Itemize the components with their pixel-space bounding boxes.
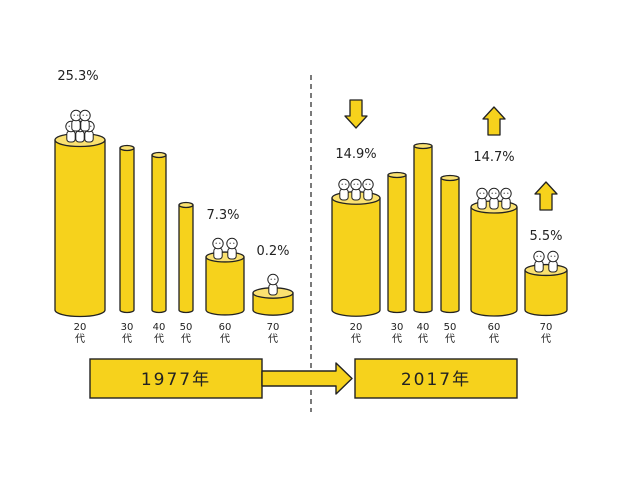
people-figure-icon xyxy=(212,237,224,260)
people-figure-icon xyxy=(226,237,238,260)
people-figure-icon xyxy=(362,178,374,201)
people-figure-icon xyxy=(533,250,545,273)
right-arrow-icon xyxy=(261,362,353,395)
people-figure-icon xyxy=(476,187,488,210)
value-label: 0.2% xyxy=(256,244,289,259)
category-label: 60 代 xyxy=(219,322,232,345)
category-label: 40 代 xyxy=(153,322,166,345)
category-label: 50 代 xyxy=(180,322,193,345)
value-label: 14.7% xyxy=(473,150,514,165)
year-banner-2017: 2017年 xyxy=(354,358,518,399)
year-banner-1977: 1977年 xyxy=(89,358,263,399)
chart-2017: 14.9% 20 代 30 代 40 代 50 代 14.7% 60 代 5.5% 70 代 xyxy=(331,99,568,345)
value-label: 14.9% xyxy=(335,147,376,162)
category-label: 20 代 xyxy=(74,322,87,345)
bar-1 xyxy=(119,144,135,314)
bar-5 xyxy=(524,263,568,317)
people-figure-icon xyxy=(267,273,279,296)
people-figure-icon xyxy=(350,178,362,201)
people-figure-icon xyxy=(338,178,350,201)
people-figure-icon xyxy=(70,109,82,132)
category-label: 50 代 xyxy=(444,322,457,345)
year-label-1977: 1977年 xyxy=(141,370,211,390)
people-figure-icon xyxy=(488,187,500,210)
value-label: 25.3% xyxy=(57,69,98,84)
people-figure-icon xyxy=(79,109,91,132)
value-label: 5.5% xyxy=(529,229,562,244)
people-figure-icon xyxy=(500,187,512,210)
category-label: 40 代 xyxy=(417,322,430,345)
category-label: 70 代 xyxy=(540,322,553,345)
bar-3 xyxy=(178,201,194,314)
bar-4 xyxy=(470,200,518,317)
year-label-2017: 2017年 xyxy=(401,370,471,390)
up-arrow-icon xyxy=(534,181,558,211)
value-label: 7.3% xyxy=(206,208,239,223)
bar-1 xyxy=(387,171,407,314)
bar-4 xyxy=(205,251,245,316)
category-label: 20 代 xyxy=(350,322,363,345)
bar-0 xyxy=(54,132,106,318)
bar-2 xyxy=(151,151,167,314)
up-arrow-icon xyxy=(482,106,506,136)
category-label: 30 代 xyxy=(121,322,134,345)
down-arrow-icon xyxy=(344,99,368,129)
bar-3 xyxy=(440,174,460,314)
category-label: 30 代 xyxy=(391,322,404,345)
people-figure-icon xyxy=(547,250,559,273)
category-label: 70 代 xyxy=(267,322,280,345)
chart-1977: 25.3% 20 代 30 代 40 代 50 代 7.3% 60 代 0.2% 70 代 xyxy=(54,69,294,345)
bar-2 xyxy=(413,142,433,314)
bar-0 xyxy=(331,191,381,317)
category-label: 60 代 xyxy=(488,322,501,345)
